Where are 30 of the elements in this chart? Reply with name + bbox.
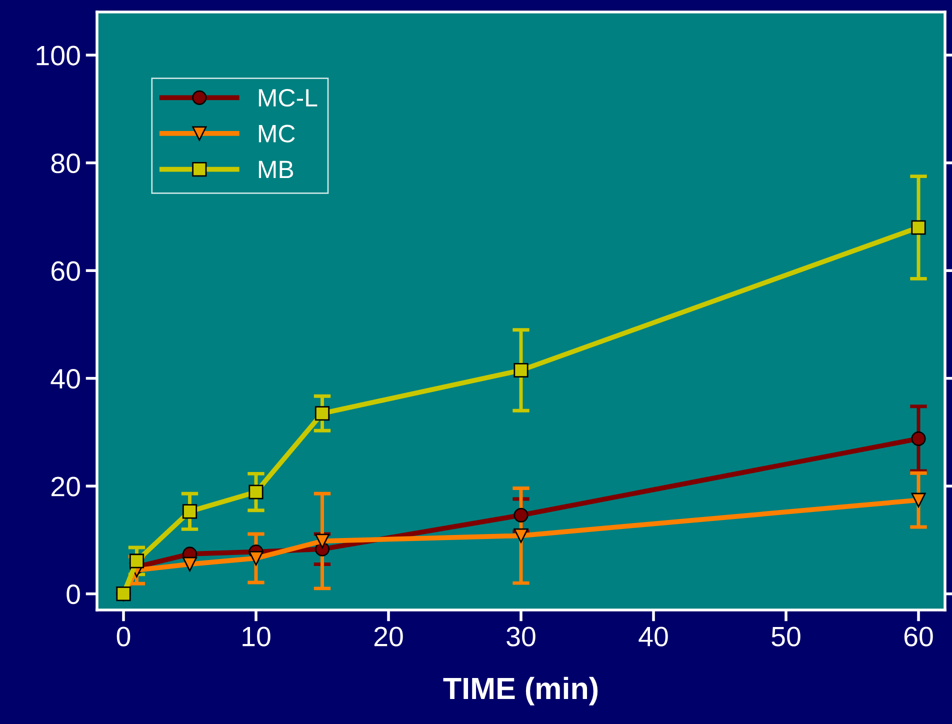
legend-label: MC-L [258, 88, 318, 107]
point [314, 534, 330, 548]
y-tick-label: 20 [52, 476, 80, 496]
point [514, 362, 528, 378]
legend-label: MC [258, 124, 295, 142]
x-tick-label: 10 [242, 626, 270, 646]
y-tick-label: 60 [52, 261, 80, 281]
x-tick-label: 40 [638, 626, 668, 646]
y-tick-label: 40 [50, 369, 80, 389]
point [911, 220, 926, 235]
point [514, 528, 528, 543]
x-tick-label: 50 [772, 626, 800, 646]
x-tick-label: 20 [374, 626, 403, 646]
point [129, 554, 144, 568]
x-tick-label: 60 [904, 626, 933, 646]
x-tick-label: 0 [116, 626, 130, 646]
legend-label: MB [258, 160, 294, 178]
x-axis-title: TIME (min) [443, 676, 598, 706]
x-tick-label: 30 [506, 626, 536, 646]
point [314, 406, 330, 421]
point [182, 504, 198, 519]
point [911, 431, 926, 446]
y-tick-label: 100 [36, 46, 80, 66]
y-tick-label: 0 [66, 584, 80, 604]
point [514, 508, 528, 522]
point [248, 484, 264, 500]
point [911, 492, 926, 508]
point [248, 550, 264, 566]
point [182, 556, 198, 572]
y-tick-label: 80 [51, 154, 80, 174]
